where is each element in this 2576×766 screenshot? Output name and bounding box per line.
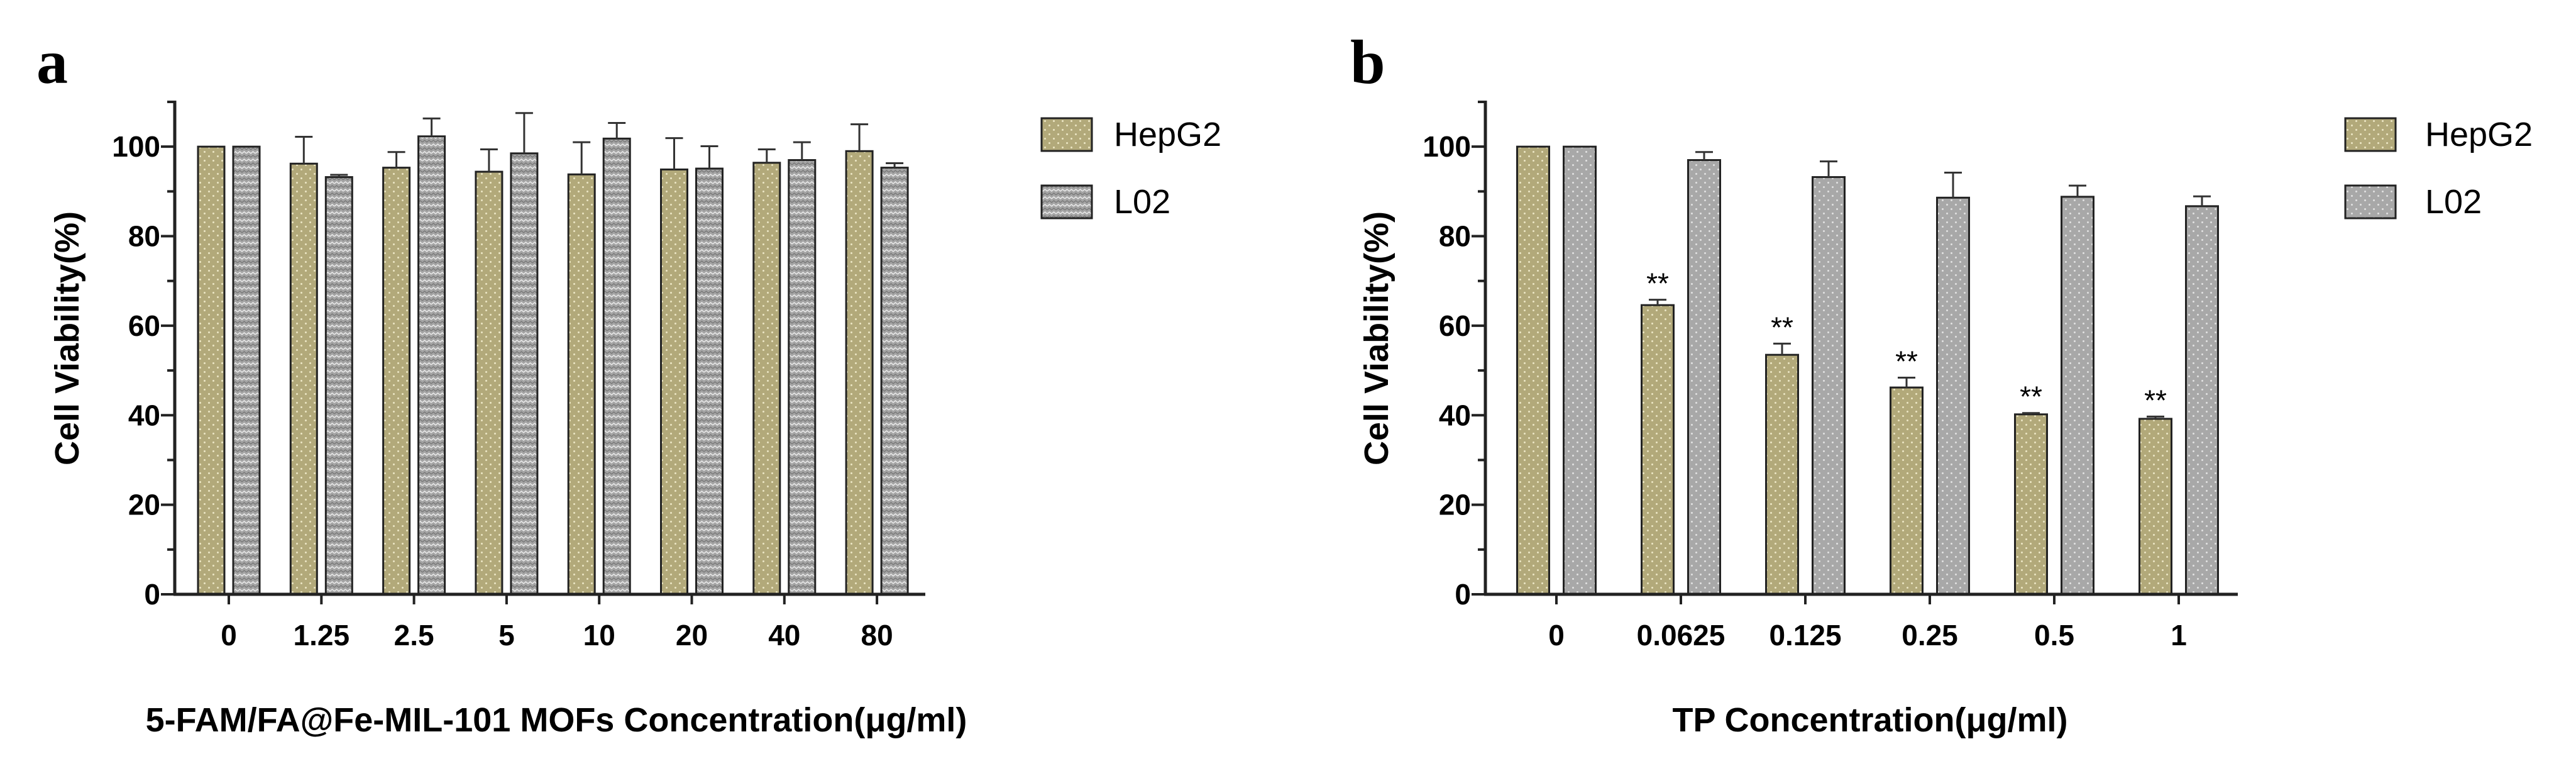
- y-tick-label-0: 0: [144, 578, 160, 611]
- bar-l02-0.25: [1936, 196, 1970, 596]
- x-axis-title-b: TP Concentration(μg/ml): [1672, 701, 2067, 739]
- plot-area-b: 0 ** 0.0625 ** 0.125 ** 0.25 ** 0.5 ** 1 0 20 40 60 80 1…: [1423, 101, 2238, 652]
- x-tick-label-1.25: 1.25: [294, 619, 350, 652]
- bar-hepg2-2.5: [382, 167, 411, 596]
- panel-letter-a: a: [36, 27, 68, 97]
- y-tick-label-20: 20: [1439, 489, 1471, 521]
- bar-hepg2-80: [845, 150, 874, 596]
- bar-l02-40: [788, 159, 817, 596]
- bar-hepg2-0.5: [2014, 413, 2048, 596]
- x-tick-label-1: 1: [2171, 619, 2187, 652]
- bar-hepg2-40: [752, 162, 781, 596]
- x-tick-label-5: 5: [498, 619, 515, 652]
- y-tick-label-80: 80: [1439, 220, 1471, 253]
- x-tick-label-0: 0: [1548, 619, 1565, 652]
- x-tick-label-0.0625: 0.0625: [1637, 619, 1726, 652]
- bar-hepg2-1: [2138, 418, 2172, 596]
- bar-l02-5: [510, 152, 539, 596]
- legend-label-hepg2-b: HepG2: [2425, 116, 2533, 153]
- bar-hepg2-0.0625: [1641, 304, 1675, 596]
- bar-l02-1: [2185, 205, 2219, 596]
- x-tick-label-10: 10: [583, 619, 615, 652]
- bar-hepg2-10: [567, 173, 596, 596]
- legend-swatch-l02: [1040, 184, 1093, 219]
- panel-a: a Cell Viability(%) 5-FAM/FA@Fe-MIL-101 …: [36, 27, 1221, 739]
- bar-l02-20: [695, 167, 724, 596]
- y-tick-label-40: 40: [128, 399, 160, 431]
- bar-l02-0: [1563, 145, 1597, 596]
- bar-hepg2-20: [660, 168, 688, 596]
- x-tick-label-0.5: 0.5: [2034, 619, 2074, 652]
- significance-label-0.25: **: [1895, 345, 1918, 377]
- x-tick-label-40: 40: [768, 619, 800, 652]
- significance-label-1: **: [2144, 384, 2167, 416]
- y-tick-label-100: 100: [1423, 130, 1471, 163]
- y-axis-title-b: Cell Viability(%): [1358, 211, 1395, 465]
- bar-l02-0.0625: [1687, 159, 1721, 596]
- bar-hepg2-5: [475, 170, 504, 596]
- legend-label-l02: L02: [1114, 183, 1170, 221]
- x-tick-label-80: 80: [861, 619, 893, 652]
- x-tick-label-20: 20: [676, 619, 708, 652]
- y-tick-label-0: 0: [1455, 578, 1471, 611]
- bar-hepg2-0: [1516, 145, 1550, 596]
- legend-swatch-l02-b: [2344, 184, 2397, 219]
- x-tick-label-2.5: 2.5: [394, 619, 434, 652]
- y-tick-label-60: 60: [128, 309, 160, 342]
- panel-b: b Cell Viability(%) TP Concentration(μg/…: [1350, 27, 2533, 739]
- y-axis-title-a: Cell Viability(%): [48, 211, 86, 465]
- legend-label-l02-b: L02: [2425, 183, 2482, 221]
- significance-label-0.125: **: [1771, 311, 1793, 343]
- bar-l02-0.5: [2061, 196, 2094, 596]
- legend-b: HepG2 L02: [2344, 116, 2533, 221]
- bar-hepg2-0.125: [1765, 353, 1799, 596]
- bar-hepg2-0.25: [1890, 386, 1924, 596]
- bar-hepg2-0: [197, 145, 226, 596]
- plot-area-a: 0 1.25 2.5 5 10 20 40 80 0 20 40 60 80 100: [112, 101, 925, 652]
- significance-label-0.5: **: [2020, 380, 2042, 413]
- significance-label-0.0625: **: [1646, 267, 1669, 300]
- y-tick-label-20: 20: [128, 489, 160, 521]
- bar-l02-1.25: [324, 176, 353, 596]
- bar-l02-0: [232, 145, 261, 596]
- y-tick-label-60: 60: [1439, 309, 1471, 342]
- bar-hepg2-1.25: [289, 162, 318, 596]
- legend-swatch-hepg2: [1040, 117, 1093, 152]
- bar-l02-2.5: [417, 135, 446, 596]
- legend-label-hepg2: HepG2: [1114, 116, 1221, 153]
- y-tick-label-100: 100: [112, 130, 160, 163]
- x-tick-label-0.25: 0.25: [1902, 619, 1958, 652]
- y-tick-label-80: 80: [128, 220, 160, 253]
- bar-l02-10: [602, 137, 631, 596]
- x-tick-label-0: 0: [221, 619, 237, 652]
- x-axis-title-a: 5-FAM/FA@Fe-MIL-101 MOFs Concentration(μ…: [146, 701, 967, 739]
- bar-l02-0.125: [1812, 176, 1846, 596]
- legend-swatch-hepg2-b: [2344, 117, 2397, 152]
- legend-a: HepG2 L02: [1040, 116, 1221, 221]
- bar-l02-80: [880, 167, 909, 596]
- x-tick-label-0.125: 0.125: [1769, 619, 1841, 652]
- panel-letter-b: b: [1350, 27, 1385, 97]
- y-tick-label-40: 40: [1439, 399, 1471, 431]
